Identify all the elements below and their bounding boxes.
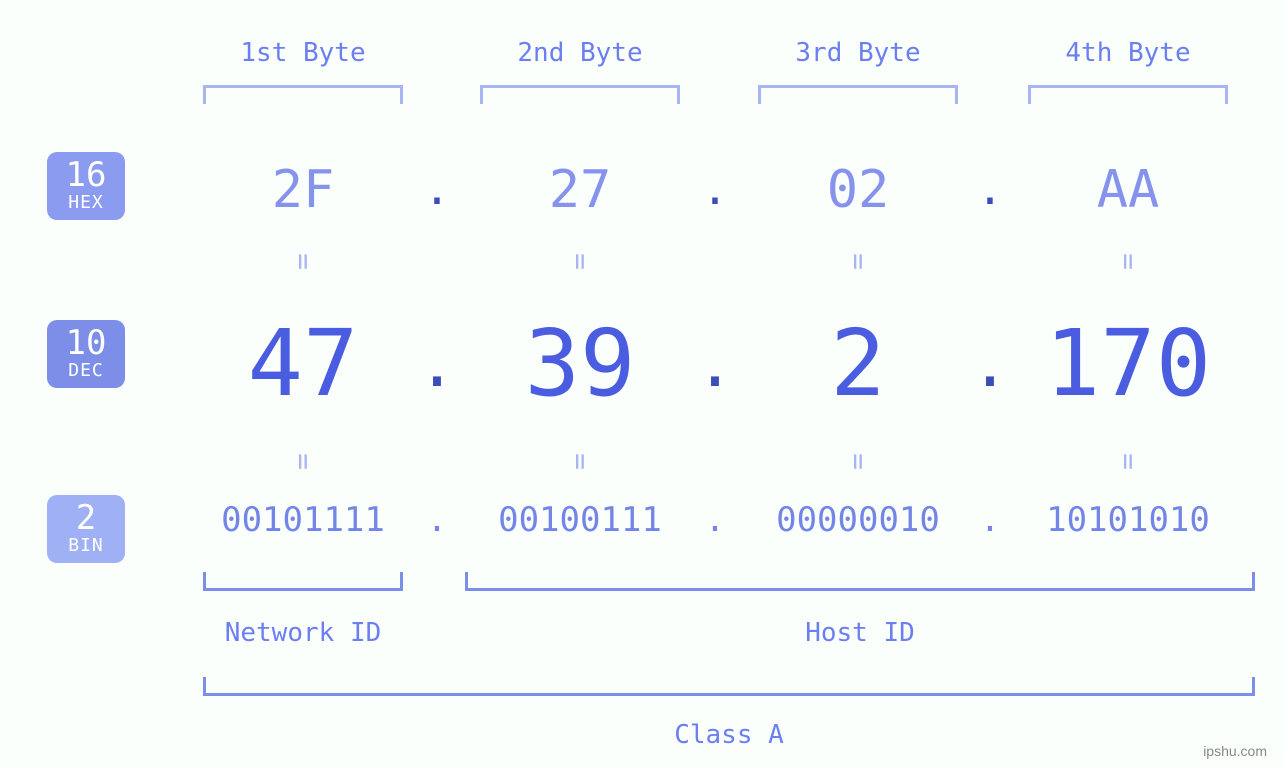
hex-dot-3: . bbox=[977, 164, 1004, 215]
bracket-class bbox=[203, 680, 1255, 696]
badge-dec: 10 DEC bbox=[47, 320, 125, 388]
network-id-label: Network ID bbox=[225, 618, 382, 648]
bin-dot-2: . bbox=[705, 500, 725, 540]
dec-byte-2: 39 bbox=[525, 310, 636, 417]
byte-label-2: 2nd Byte bbox=[517, 38, 642, 68]
eq-dec-bin-1: = bbox=[287, 453, 320, 470]
eq-dec-bin-3: = bbox=[842, 453, 875, 470]
bin-dot-3: . bbox=[980, 500, 1000, 540]
eq-dec-bin-4: = bbox=[1112, 453, 1145, 470]
dec-dot-2: . bbox=[696, 328, 735, 402]
badge-bin-label: BIN bbox=[68, 537, 104, 555]
hex-dot-2: . bbox=[702, 164, 729, 215]
badge-hex-base: 16 bbox=[66, 158, 107, 192]
hex-byte-2: 27 bbox=[549, 160, 612, 220]
hex-byte-1: 2F bbox=[272, 160, 335, 220]
byte-label-3: 3rd Byte bbox=[795, 38, 920, 68]
dec-dot-1: . bbox=[418, 328, 457, 402]
bracket-byte-2 bbox=[480, 85, 680, 101]
badge-hex-label: HEX bbox=[68, 194, 104, 212]
eq-hex-dec-4: = bbox=[1112, 253, 1145, 270]
hex-byte-3: 02 bbox=[827, 160, 890, 220]
badge-dec-base: 10 bbox=[66, 326, 107, 360]
bracket-host bbox=[465, 575, 1255, 591]
bracket-network bbox=[203, 575, 403, 591]
eq-hex-dec-2: = bbox=[564, 253, 597, 270]
byte-label-4: 4th Byte bbox=[1065, 38, 1190, 68]
host-id-label: Host ID bbox=[805, 618, 915, 648]
bin-byte-2: 00100111 bbox=[498, 500, 662, 540]
hex-byte-4: AA bbox=[1097, 160, 1160, 220]
bin-byte-1: 00101111 bbox=[221, 500, 385, 540]
badge-hex: 16 HEX bbox=[47, 152, 125, 220]
bracket-byte-4 bbox=[1028, 85, 1228, 101]
badge-bin: 2 BIN bbox=[47, 495, 125, 563]
hex-dot-1: . bbox=[424, 164, 451, 215]
eq-hex-dec-3: = bbox=[842, 253, 875, 270]
eq-hex-dec-1: = bbox=[287, 253, 320, 270]
bin-dot-1: . bbox=[427, 500, 447, 540]
dec-dot-3: . bbox=[971, 328, 1010, 402]
eq-dec-bin-2: = bbox=[564, 453, 597, 470]
byte-label-1: 1st Byte bbox=[240, 38, 365, 68]
badge-bin-base: 2 bbox=[76, 501, 96, 535]
bracket-byte-1 bbox=[203, 85, 403, 101]
badge-dec-label: DEC bbox=[68, 362, 104, 380]
dec-byte-4: 170 bbox=[1045, 310, 1211, 417]
bin-byte-4: 10101010 bbox=[1046, 500, 1210, 540]
dec-byte-3: 2 bbox=[830, 310, 885, 417]
dec-byte-1: 47 bbox=[248, 310, 359, 417]
watermark: ipshu.com bbox=[1203, 743, 1267, 759]
bin-byte-3: 00000010 bbox=[776, 500, 940, 540]
class-label: Class A bbox=[674, 720, 784, 750]
bracket-byte-3 bbox=[758, 85, 958, 101]
